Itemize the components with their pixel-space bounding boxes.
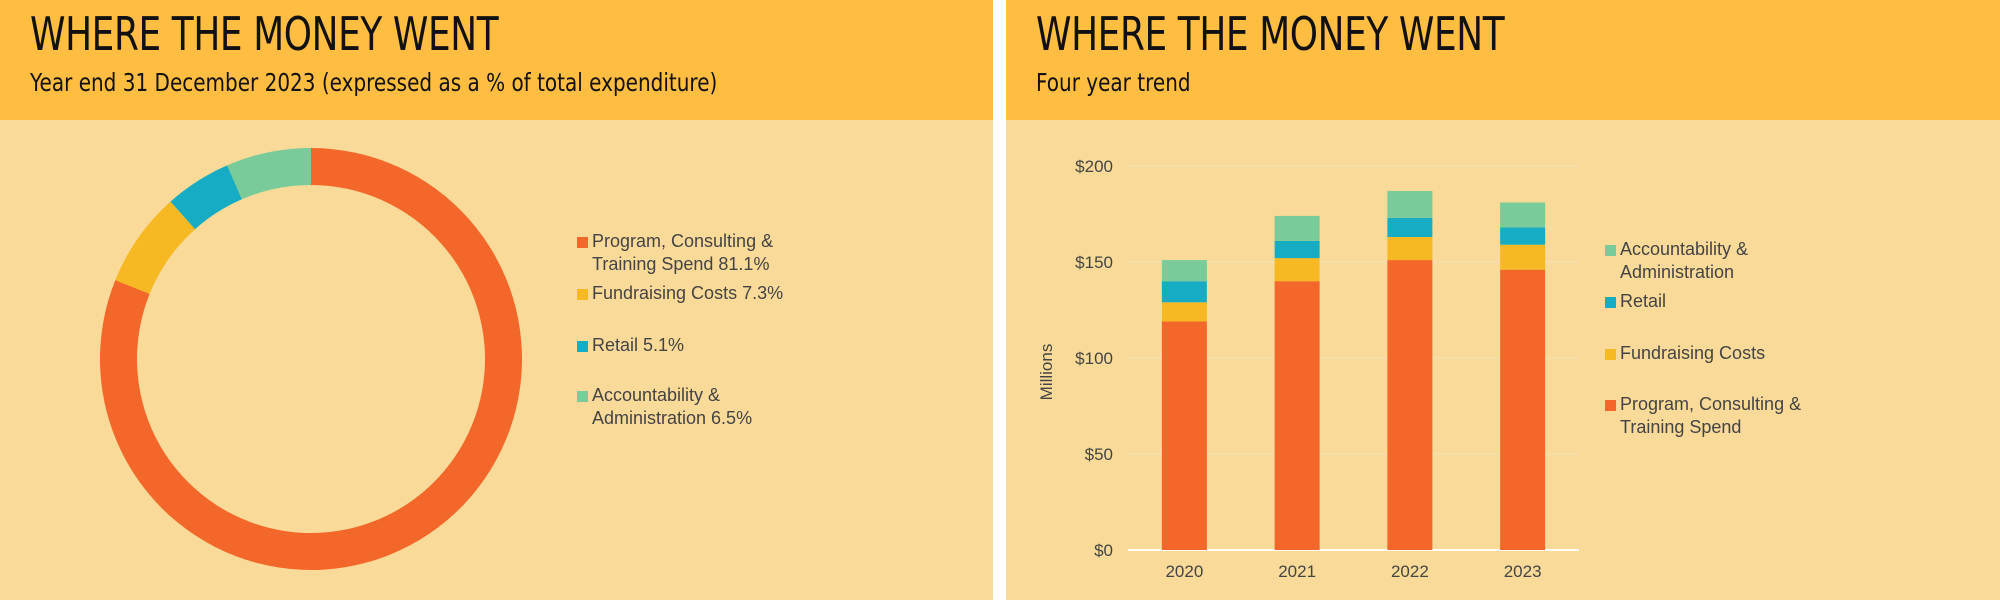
- bar-segment: [1500, 269, 1546, 550]
- legend-label: Program, Consulting & Training Spend 81.1…: [592, 230, 773, 276]
- legend-label: Fundraising Costs 7.3%: [592, 282, 783, 305]
- legend-label: Retail: [1620, 290, 1666, 313]
- bar-segment: [1274, 281, 1320, 550]
- bar-segment: [1161, 260, 1207, 282]
- legend-swatch: [1605, 245, 1616, 256]
- bar-segment: [1274, 258, 1320, 282]
- y-tick-label: $50: [1085, 445, 1113, 464]
- bar-segment: [1500, 227, 1546, 245]
- legend-label-line: Accountability &: [1620, 239, 1749, 259]
- legend-label-line: Accountability &: [592, 385, 721, 405]
- legend-label-line: Fundraising Costs 7.3%: [592, 283, 784, 303]
- legend-swatch: [577, 391, 588, 402]
- legend-label-line: Training Spend 81.1%: [592, 254, 770, 274]
- legend-swatch: [577, 289, 588, 300]
- bar-segment: [1161, 281, 1207, 303]
- legend-label: Accountability & Administration: [1620, 238, 1748, 284]
- x-tick-label: 2021: [1278, 562, 1316, 581]
- bar-segment: [1387, 217, 1433, 238]
- legend-label-line: Training Spend: [1620, 417, 1742, 437]
- donut-slice: [170, 165, 242, 230]
- legend-swatch: [1605, 349, 1616, 360]
- legend-label: Program, Consulting & Training Spend: [1620, 393, 1801, 439]
- legend-label-line: Retail 5.1%: [592, 335, 685, 355]
- legend-swatch: [1605, 400, 1616, 411]
- bar-segment: [1274, 215, 1320, 241]
- y-tick-label: $100: [1075, 349, 1113, 368]
- x-tick-label: 2020: [1165, 562, 1203, 581]
- panel-title: WHERE THE MONEY WENT: [30, 7, 499, 61]
- y-axis-label: Millions: [1037, 344, 1056, 401]
- legend-swatch: [1605, 297, 1616, 308]
- legend-label: Fundraising Costs: [1620, 342, 1765, 365]
- x-tick-label: 2022: [1391, 562, 1429, 581]
- legend-label-line: Program, Consulting &: [1620, 394, 1802, 414]
- legend-swatch: [577, 341, 588, 352]
- bar-segment: [1161, 321, 1207, 550]
- donut-slice: [115, 201, 196, 294]
- panel-subtitle: Year end 31 December 2023 (expressed as …: [30, 68, 718, 97]
- legend-label-line: Administration 6.5%: [592, 408, 753, 428]
- header-band: WHERE THE MONEY WENT Four year trend: [1006, 0, 2000, 120]
- bar-segment: [1274, 240, 1320, 259]
- donut-slice: [227, 148, 311, 200]
- legend-label-line: Administration: [1620, 262, 1735, 282]
- bar-segment: [1387, 190, 1433, 218]
- donut-chart: [99, 148, 522, 570]
- y-tick-label: $200: [1075, 157, 1113, 176]
- bar-segment: [1387, 260, 1433, 550]
- bar-panel: WHERE THE MONEY WENT Four year trend $0 $…: [1006, 0, 2000, 600]
- legend-swatch: [577, 237, 588, 248]
- legend-label-line: Retail: [1620, 291, 1667, 311]
- panel-title: WHERE THE MONEY WENT: [1036, 7, 1505, 61]
- bar-segment: [1500, 202, 1546, 228]
- legend-label: Retail 5.1%: [592, 334, 684, 357]
- stacked-bar-chart: $0 $50 $100 $150 $200 Millions 2020 2021 2022 202…: [1037, 157, 1579, 581]
- donut-legend: Program, Consulting & Training Spend 81.1…: [577, 230, 877, 450]
- y-tick-label: $150: [1075, 253, 1113, 272]
- legend-label-line: Program, Consulting &: [592, 231, 774, 251]
- panel-subtitle: Four year trend: [1036, 68, 1191, 97]
- x-tick-label: 2023: [1504, 562, 1542, 581]
- bar-segment: [1387, 237, 1433, 261]
- legend-label-line: Fundraising Costs: [1620, 343, 1766, 363]
- bar-segment: [1161, 302, 1207, 322]
- bar-segment: [1500, 244, 1546, 270]
- donut-panel: WHERE THE MONEY WENT Year end 31 Decembe…: [0, 0, 993, 600]
- y-tick-label: $0: [1094, 541, 1113, 560]
- legend-label: Accountability & Administration 6.5%: [592, 384, 752, 430]
- header-band: WHERE THE MONEY WENT Year end 31 Decembe…: [0, 0, 993, 120]
- bar-legend: Accountability & Administration Retail Fund…: [1605, 238, 1905, 458]
